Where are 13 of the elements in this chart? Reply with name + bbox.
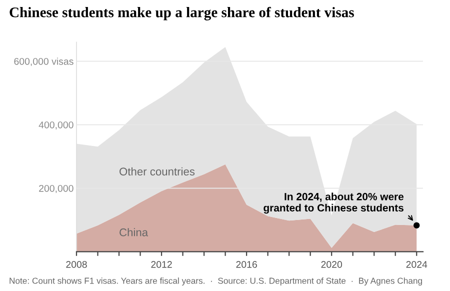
x-tick-label: 2024 — [406, 261, 428, 268]
x-tick-label: 2008 — [66, 261, 87, 268]
text: Note: Count shows F1 visas. Years are fiscal years. · Source: U.S. Department of State · By Agnes Chang — [10, 277, 422, 286]
x-tick-label: 2012 — [151, 261, 172, 268]
series-label: China — [120, 228, 148, 236]
y-tick-label: 600,000 visas — [14, 58, 74, 66]
annotation: In 2024, about 20% were granted to Chinese students — [264, 192, 404, 214]
x-tick-label: 2020 — [321, 261, 342, 268]
y-tick-label: 400,000 — [38, 121, 74, 130]
y-tick-label: 200,000 — [39, 184, 74, 193]
chart-title: Chinese students make up a large share of student visas — [10, 6, 354, 20]
x-tick-label: 2016 — [236, 261, 257, 268]
series-label: Other countries — [120, 167, 195, 176]
